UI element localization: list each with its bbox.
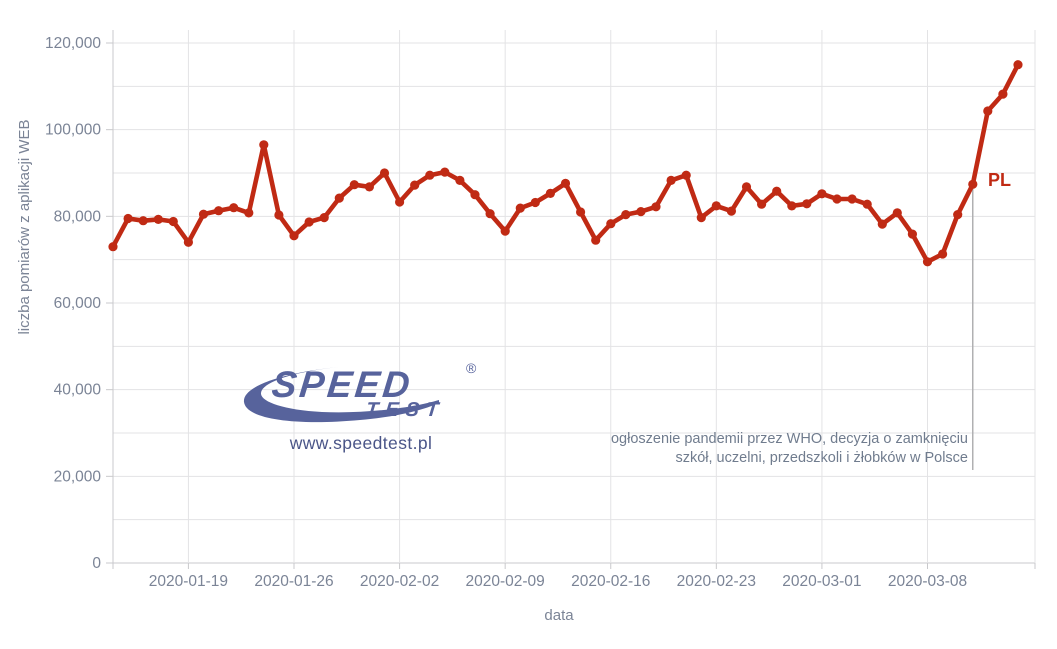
- data-point: [591, 235, 601, 245]
- data-point: [153, 214, 163, 224]
- data-point: [530, 197, 540, 208]
- x-axis-title: data: [544, 607, 574, 624]
- registered-trademark-icon: ®: [466, 360, 477, 376]
- data-point: [832, 194, 842, 204]
- x-tick-label: 2020-02-16: [571, 573, 650, 590]
- data-point: [877, 219, 887, 229]
- data-point: [349, 180, 359, 190]
- data-point: [772, 186, 782, 196]
- y-axis-title: liczba pomiarów z aplikacji WEB: [16, 119, 33, 335]
- data-point: [681, 170, 691, 180]
- data-point: [410, 180, 420, 190]
- data-point: [545, 188, 556, 198]
- data-point: [379, 168, 390, 178]
- data-point: [395, 197, 405, 207]
- annotation-line-2: szkół, uczelni, przedszkoli i żłobków w …: [675, 450, 968, 466]
- y-tick-label: 120,000: [45, 35, 101, 52]
- y-tick-label: 80,000: [54, 208, 102, 225]
- data-point: [576, 207, 586, 217]
- data-point: [651, 202, 661, 212]
- data-point: [606, 219, 616, 229]
- data-point: [892, 208, 902, 218]
- data-point: [922, 257, 933, 267]
- data-point: [983, 106, 993, 116]
- x-tick-label: 2020-01-26: [254, 573, 333, 590]
- website-url: www.speedtest.pl: [289, 433, 433, 453]
- data-point: [198, 209, 209, 219]
- y-tick-label: 0: [92, 555, 101, 572]
- data-point: [123, 213, 133, 224]
- data-point: [500, 226, 510, 236]
- speedtest-logo: SPEED TEST ®: [236, 360, 486, 429]
- data-point: [998, 89, 1008, 99]
- data-point: [741, 182, 752, 192]
- x-tick-label: 2020-03-01: [782, 573, 861, 590]
- data-point: [274, 210, 284, 220]
- series-label-pl: PL: [988, 170, 1012, 190]
- data-point: [621, 210, 631, 220]
- x-tick-label: 2020-02-09: [466, 573, 545, 590]
- data-point: [696, 213, 706, 223]
- data-point: [289, 231, 299, 241]
- data-point: [666, 175, 676, 185]
- y-tick-label: 20,000: [54, 468, 102, 485]
- data-point: [726, 206, 737, 216]
- data-point: [108, 242, 118, 252]
- data-point: [214, 206, 224, 216]
- data-point: [229, 203, 239, 213]
- data-point: [304, 217, 314, 227]
- data-point: [183, 237, 193, 247]
- x-tick-label: 2020-02-23: [677, 573, 756, 590]
- data-point: [711, 201, 721, 211]
- data-point: [244, 208, 254, 218]
- y-tick-label: 100,000: [45, 122, 101, 139]
- data-point: [470, 190, 480, 200]
- data-point: [907, 229, 918, 239]
- data-point: [636, 207, 646, 217]
- data-point: [138, 216, 148, 226]
- data-point: [455, 175, 465, 185]
- data-point: [485, 209, 495, 219]
- x-tick-label: 2020-03-08: [888, 573, 967, 590]
- data-point: [334, 193, 344, 203]
- data-point: [515, 203, 525, 213]
- data-point: [817, 189, 827, 199]
- data-point: [862, 199, 872, 209]
- data-point: [968, 179, 978, 189]
- x-tick-label: 2020-02-02: [360, 573, 439, 590]
- y-tick-label: 40,000: [54, 382, 102, 399]
- data-point: [168, 216, 178, 227]
- data-point: [938, 249, 948, 259]
- data-point: [319, 213, 329, 223]
- data-point: [847, 194, 857, 204]
- data-point: [1013, 60, 1023, 70]
- data-point: [953, 210, 963, 220]
- logo-test-text: TEST: [364, 399, 447, 421]
- data-point: [259, 140, 269, 150]
- y-tick-label: 60,000: [54, 295, 102, 312]
- data-point: [560, 178, 571, 188]
- data-point: [364, 182, 374, 192]
- data-point: [787, 201, 797, 211]
- data-point: [425, 170, 435, 180]
- x-tick-label: 2020-01-19: [149, 573, 228, 590]
- data-point: [802, 199, 812, 209]
- pandemic-annotation: ogłoszenie pandemii przez WHO, decyzja o…: [611, 430, 968, 468]
- data-line: [110, 62, 1021, 265]
- data-point: [440, 167, 450, 177]
- annotation-line-1: ogłoszenie pandemii przez WHO, decyzja o…: [610, 431, 968, 447]
- data-point: [757, 199, 767, 209]
